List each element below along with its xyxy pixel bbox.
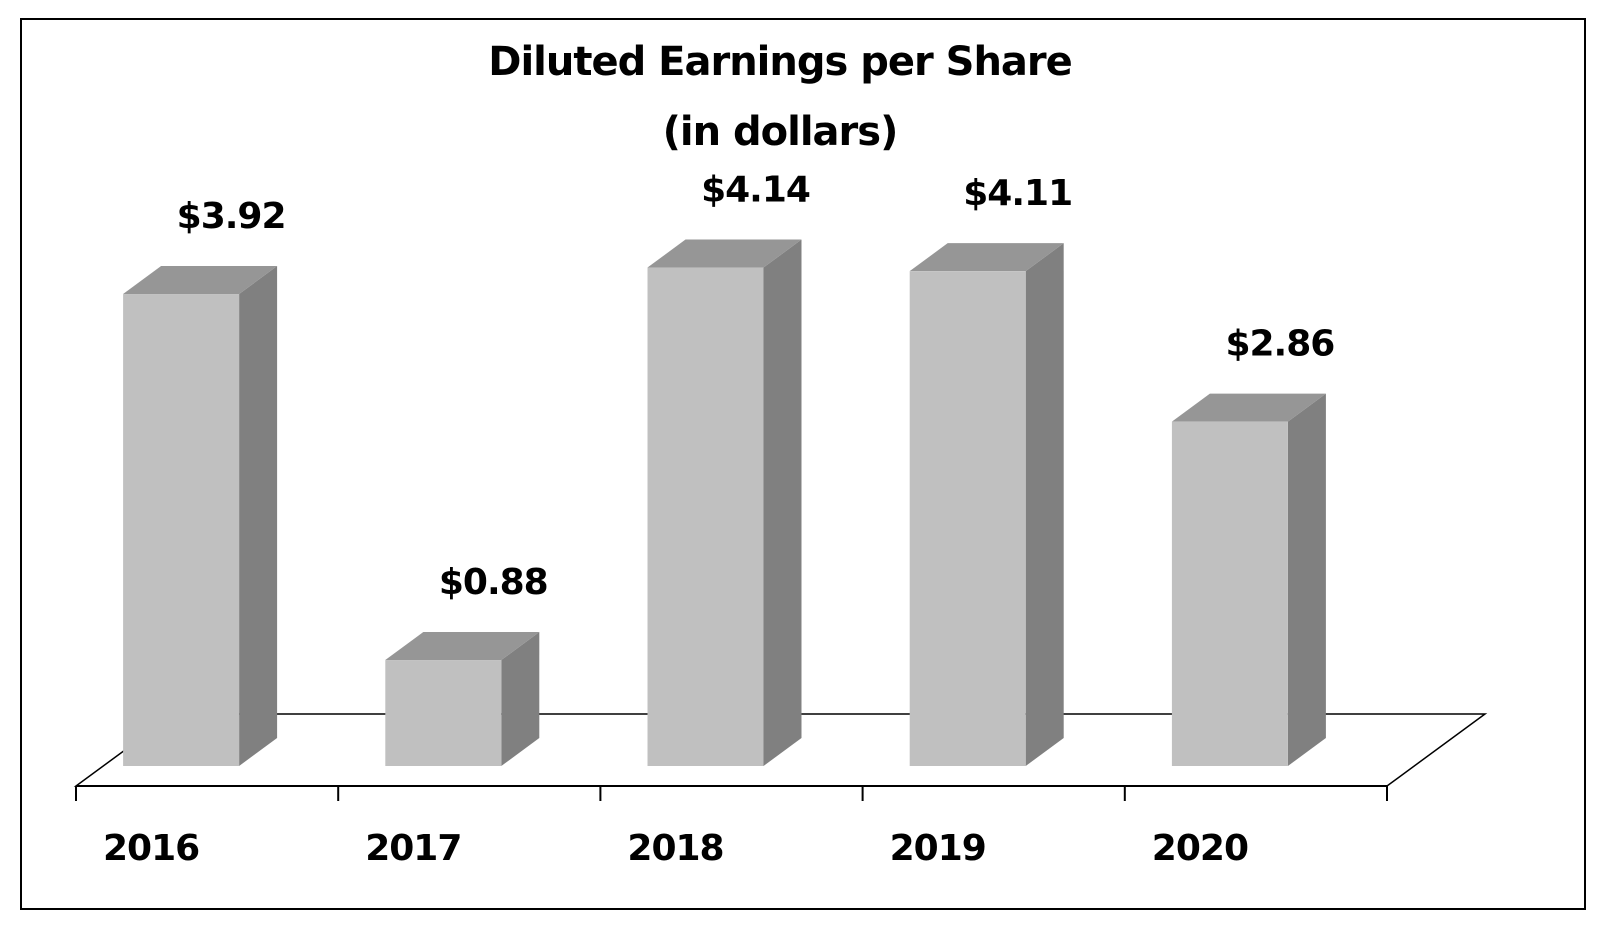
x-tick-label-2016: 2016 (103, 828, 199, 869)
bar-2020 (1171, 421, 1288, 766)
bar-2017 (385, 660, 502, 766)
bar-2019 (909, 271, 1026, 766)
x-tick-label-2018: 2018 (627, 828, 723, 869)
bar-side-2017 (501, 632, 540, 766)
bar-top-2020 (1171, 393, 1326, 422)
x-ticks-group: 2016 2017 2018 2019 2020 (75, 786, 1388, 869)
data-label-2019: $4.11 (963, 173, 1072, 214)
bar-2016 (123, 294, 240, 766)
bar-side-2020 (1287, 393, 1326, 766)
bar-top-2019 (909, 243, 1064, 272)
data-label-2020: $2.86 (1225, 324, 1334, 365)
bar-top-2018 (647, 239, 802, 268)
chart-title: Diluted Earnings per Share (488, 39, 1072, 85)
bar-side-2019 (1025, 243, 1064, 766)
data-label-2017: $0.88 (439, 562, 548, 603)
bar-top-2017 (385, 632, 540, 661)
data-label-2018: $4.14 (701, 170, 810, 211)
bar-side-2018 (763, 239, 802, 766)
x-tick-label-2019: 2019 (890, 828, 986, 869)
bar-2018 (647, 267, 764, 766)
bar-side-2016 (239, 266, 278, 766)
data-labels-group: $3.92 $0.88 $4.14 $4.11 $2.86 (177, 170, 1336, 604)
bars-group (123, 239, 1326, 766)
x-tick-label-2020: 2020 (1152, 828, 1248, 869)
x-tick-label-2017: 2017 (365, 828, 461, 869)
data-label-2016: $3.92 (177, 196, 286, 237)
chart-subtitle: (in dollars) (663, 109, 898, 155)
bar-top-2016 (123, 266, 278, 295)
